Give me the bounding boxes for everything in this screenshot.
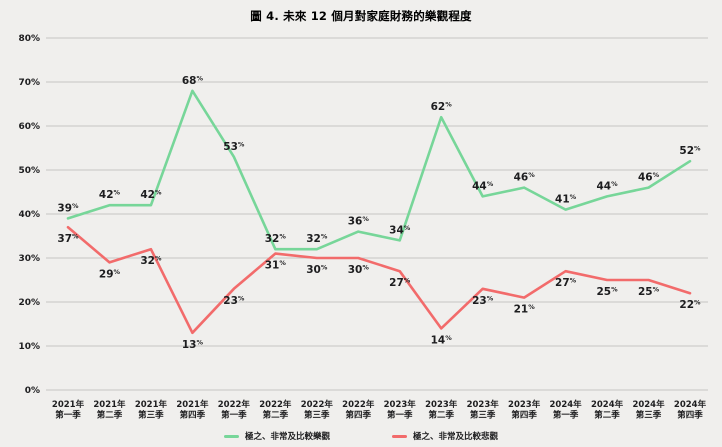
x-tick-label: 2024年第四季 [674, 399, 707, 421]
data-label-0: 68% [182, 74, 204, 87]
x-tick-label: 2022年第三季 [301, 399, 334, 421]
data-label-1: 30% [348, 264, 370, 277]
x-tick-label: 2021年第三季 [135, 399, 168, 421]
x-tick-label: 2024年第一季 [550, 399, 583, 421]
y-tick-label: 20% [18, 298, 40, 308]
data-label-1: 14% [431, 334, 453, 347]
x-tick-label: 2023年第二季 [425, 399, 458, 421]
x-tick-label: 2023年第一季 [384, 399, 417, 421]
chart-title: 圖 4. 未來 12 個月對家庭財務的樂觀程度 [250, 9, 472, 23]
legend: 極之、非常及比較樂觀 極之、非常及比較悲觀 [0, 430, 722, 442]
legend-item-0: 極之、非常及比較樂觀 [223, 430, 330, 442]
series-line-1 [66, 225, 692, 335]
data-label-1: 25% [596, 286, 618, 299]
data-label-0: 52% [679, 145, 701, 158]
data-label-0: 42% [140, 189, 162, 202]
data-label-1: 30% [306, 264, 328, 277]
data-label-1: 27% [389, 277, 411, 290]
data-label-1: 13% [182, 338, 204, 351]
data-label-0: 34% [389, 224, 411, 237]
x-tick-label: 2021年第一季 [52, 399, 85, 421]
y-tick-label: 40% [18, 210, 40, 220]
legend-label: 極之、非常及比較悲觀 [413, 432, 499, 442]
data-label-0: 62% [431, 101, 453, 114]
data-label-1: 27% [555, 277, 577, 290]
data-label-1: 29% [99, 268, 121, 281]
legend-marker-icon [392, 434, 407, 438]
data-label-1: 37% [57, 233, 79, 246]
y-tick-label: 60% [18, 122, 40, 132]
y-tick-label: 80% [18, 34, 40, 44]
data-label-0: 41% [555, 193, 577, 206]
data-label-1: 23% [472, 294, 494, 307]
data-label-0: 42% [99, 189, 121, 202]
x-tick-label: 2021年第二季 [93, 399, 126, 421]
data-label-1: 21% [514, 303, 536, 316]
x-tick-label: 2022年第一季 [218, 399, 251, 421]
x-tick-label: 2024年第二季 [591, 399, 624, 421]
data-label-1: 23% [223, 294, 245, 307]
x-tick-label: 2022年第四季 [342, 399, 375, 421]
data-label-0: 32% [265, 233, 287, 246]
y-tick-label: 70% [18, 78, 40, 88]
data-label-1: 31% [265, 259, 287, 272]
y-tick-label: 50% [18, 166, 40, 176]
y-tick-label: 30% [18, 254, 40, 264]
series-line-0 [66, 89, 692, 251]
y-tick-label: 10% [18, 342, 40, 352]
data-label-0: 46% [514, 171, 536, 184]
data-label-1: 22% [679, 299, 701, 312]
data-label-1: 25% [638, 286, 660, 299]
data-label-0: 39% [57, 202, 79, 215]
x-tick-label: 2024年第三季 [632, 399, 665, 421]
data-label-0: 53% [223, 140, 245, 153]
x-tick-label: 2022年第二季 [259, 399, 292, 421]
legend-marker-icon [223, 434, 239, 438]
legend-label: 極之、非常及比較樂觀 [244, 432, 330, 442]
data-label-0: 36% [348, 215, 370, 228]
x-tick-label: 2023年第三季 [467, 399, 500, 421]
data-label-0: 32% [306, 233, 328, 246]
x-tick-label: 2021年第四季 [176, 399, 209, 421]
legend-item-1: 極之、非常及比較悲觀 [392, 430, 498, 442]
data-label-0: 44% [596, 180, 618, 193]
x-tick-label: 2023年第四季 [508, 399, 541, 421]
data-label-0: 44% [472, 180, 494, 193]
y-tick-label: 0% [25, 386, 40, 396]
